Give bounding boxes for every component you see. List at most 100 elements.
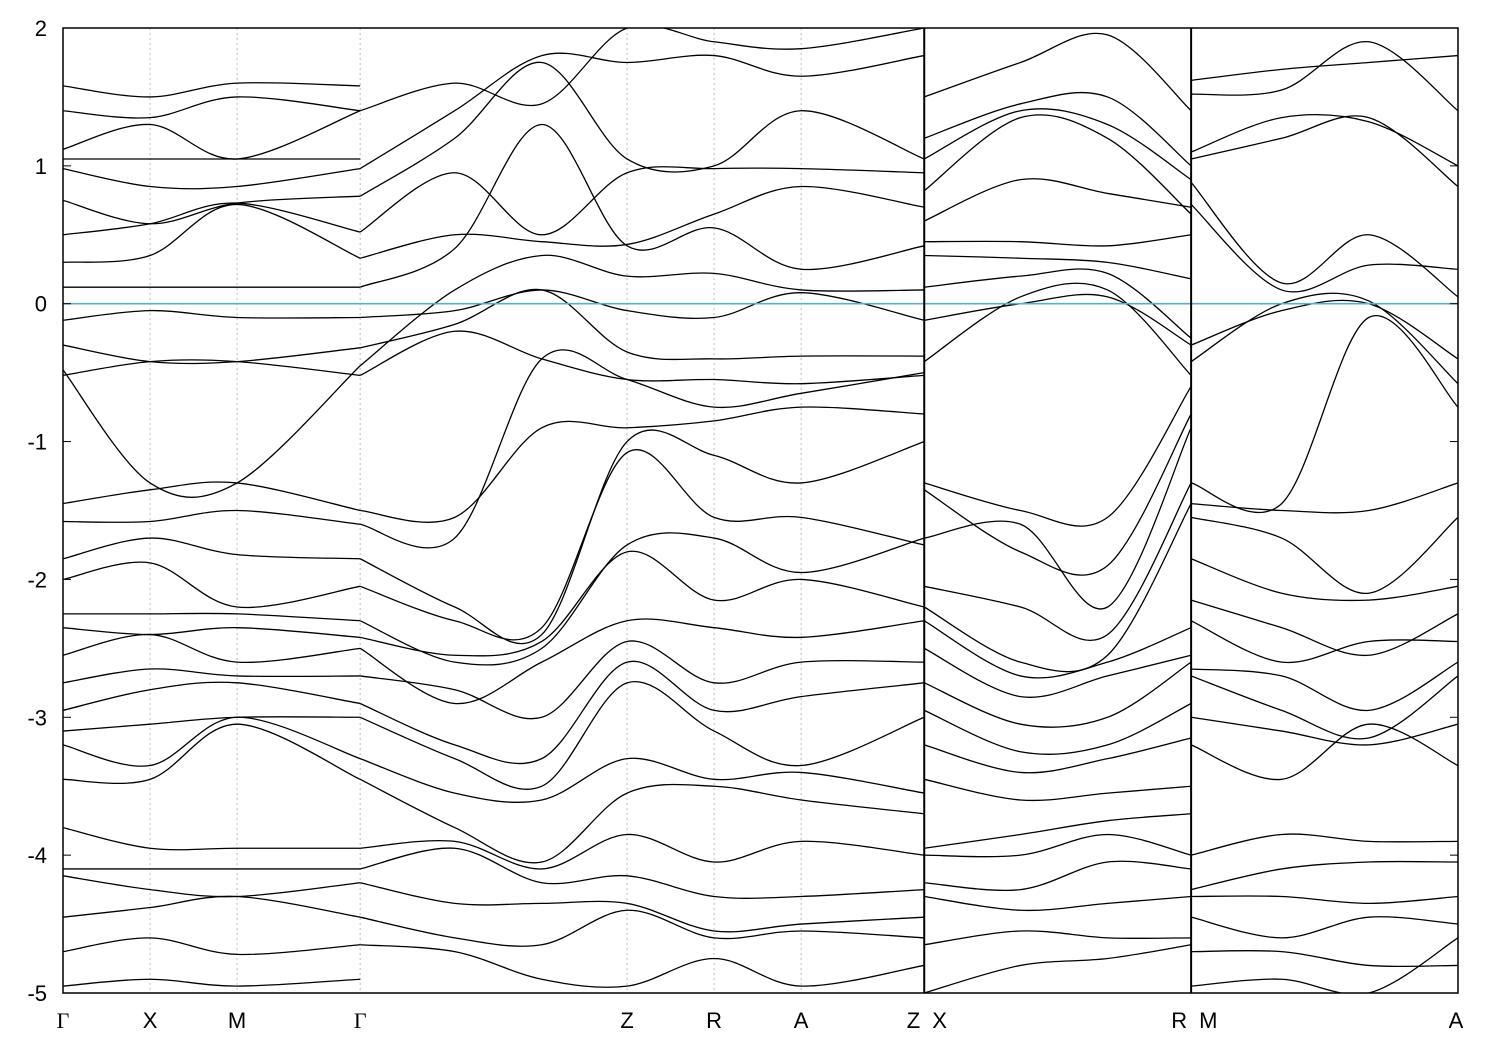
band-line — [359, 61, 925, 197]
band-line — [1190, 113, 1458, 167]
band-line — [359, 778, 925, 864]
kpoint-label: R — [1171, 1008, 1187, 1033]
band-line — [359, 166, 925, 236]
band-line — [63, 875, 361, 898]
band-line — [359, 757, 925, 803]
band-line — [359, 680, 925, 791]
band-line — [359, 52, 925, 170]
band-line — [923, 661, 1192, 728]
y-tick-label: -3 — [27, 705, 47, 730]
band-line — [923, 702, 1192, 755]
band-line — [1190, 292, 1458, 385]
grid-lines — [149, 28, 802, 993]
band-line — [923, 108, 1192, 181]
band-line — [63, 110, 361, 160]
y-tick-label: -5 — [27, 981, 47, 1006]
band-line — [1190, 599, 1458, 656]
y-tick-label: -1 — [27, 430, 47, 455]
band-line — [359, 123, 925, 288]
band-line — [359, 330, 925, 385]
band-line — [923, 114, 1192, 215]
band-line — [1190, 620, 1458, 664]
band-line — [1190, 916, 1458, 939]
band-line — [1190, 860, 1458, 891]
band-line — [63, 203, 361, 264]
band-line — [923, 647, 1192, 698]
band-line — [1191, 895, 1458, 905]
kpoint-label: Γ — [57, 1008, 70, 1033]
band-line — [924, 944, 1192, 993]
band-line — [1190, 299, 1458, 360]
band-line — [923, 178, 1192, 222]
band-line — [63, 681, 361, 712]
band-line — [63, 96, 361, 119]
band-line — [360, 550, 925, 657]
band-line — [924, 427, 1192, 610]
band-line — [924, 32, 1192, 112]
band-line — [63, 627, 361, 638]
band-lines — [63, 28, 1458, 993]
y-tick-label: 0 — [35, 292, 47, 317]
segment-breaks — [923, 28, 1193, 993]
band-line — [1191, 716, 1458, 746]
band-line — [1191, 937, 1458, 993]
band-line — [360, 909, 925, 947]
band-line — [63, 716, 361, 732]
y-tick-label: 1 — [35, 154, 47, 179]
band-line — [924, 778, 1192, 802]
band-line — [924, 813, 1192, 849]
band-line — [359, 28, 925, 112]
band-line — [1190, 314, 1458, 513]
band-line — [360, 288, 925, 361]
band-line — [924, 930, 1192, 946]
band-line — [360, 289, 925, 321]
band-line — [63, 359, 361, 377]
band-line — [359, 660, 925, 765]
band-line — [63, 195, 361, 225]
band-line — [1191, 661, 1458, 712]
kpoint-label: M — [1199, 1008, 1217, 1033]
band-line — [63, 481, 361, 512]
band-line — [63, 723, 361, 785]
band-line — [923, 503, 1192, 673]
y-axis: 2 1 0 -1 -2 -3 -4 -5 — [27, 16, 1458, 1006]
band-line — [359, 532, 925, 666]
band-line — [360, 833, 925, 870]
band-line — [924, 386, 1192, 527]
band-line — [924, 254, 1192, 280]
band-line — [1190, 833, 1458, 856]
band-line — [359, 449, 925, 641]
band-line — [924, 860, 1192, 891]
band-line — [63, 167, 361, 190]
band-line — [360, 882, 925, 933]
band-line — [924, 737, 1192, 774]
y-tick-label: -4 — [27, 843, 47, 868]
kpoint-label: Z — [620, 1008, 633, 1033]
band-line — [360, 185, 925, 259]
kpoint-label: R — [706, 1008, 722, 1033]
band-line — [360, 944, 925, 988]
band-line — [924, 234, 1192, 247]
band-line — [1191, 54, 1458, 82]
band-line — [924, 293, 1192, 346]
band-line — [63, 895, 361, 918]
band-line — [1190, 115, 1458, 188]
band-line — [63, 716, 361, 767]
band-line — [63, 509, 361, 525]
kpoint-label: A — [1449, 1008, 1464, 1033]
y-tick-label: -2 — [27, 567, 47, 592]
band-line — [1190, 675, 1458, 740]
band-line — [63, 561, 361, 609]
band-line — [63, 612, 361, 622]
band-line — [924, 91, 1192, 167]
band-line — [360, 847, 925, 899]
band-line — [63, 826, 361, 851]
kpoint-label: Γ — [354, 1008, 367, 1033]
band-line — [63, 202, 361, 236]
band-line — [360, 349, 925, 549]
band-line — [1191, 41, 1458, 112]
band-line — [1190, 203, 1458, 293]
band-line — [360, 640, 925, 720]
